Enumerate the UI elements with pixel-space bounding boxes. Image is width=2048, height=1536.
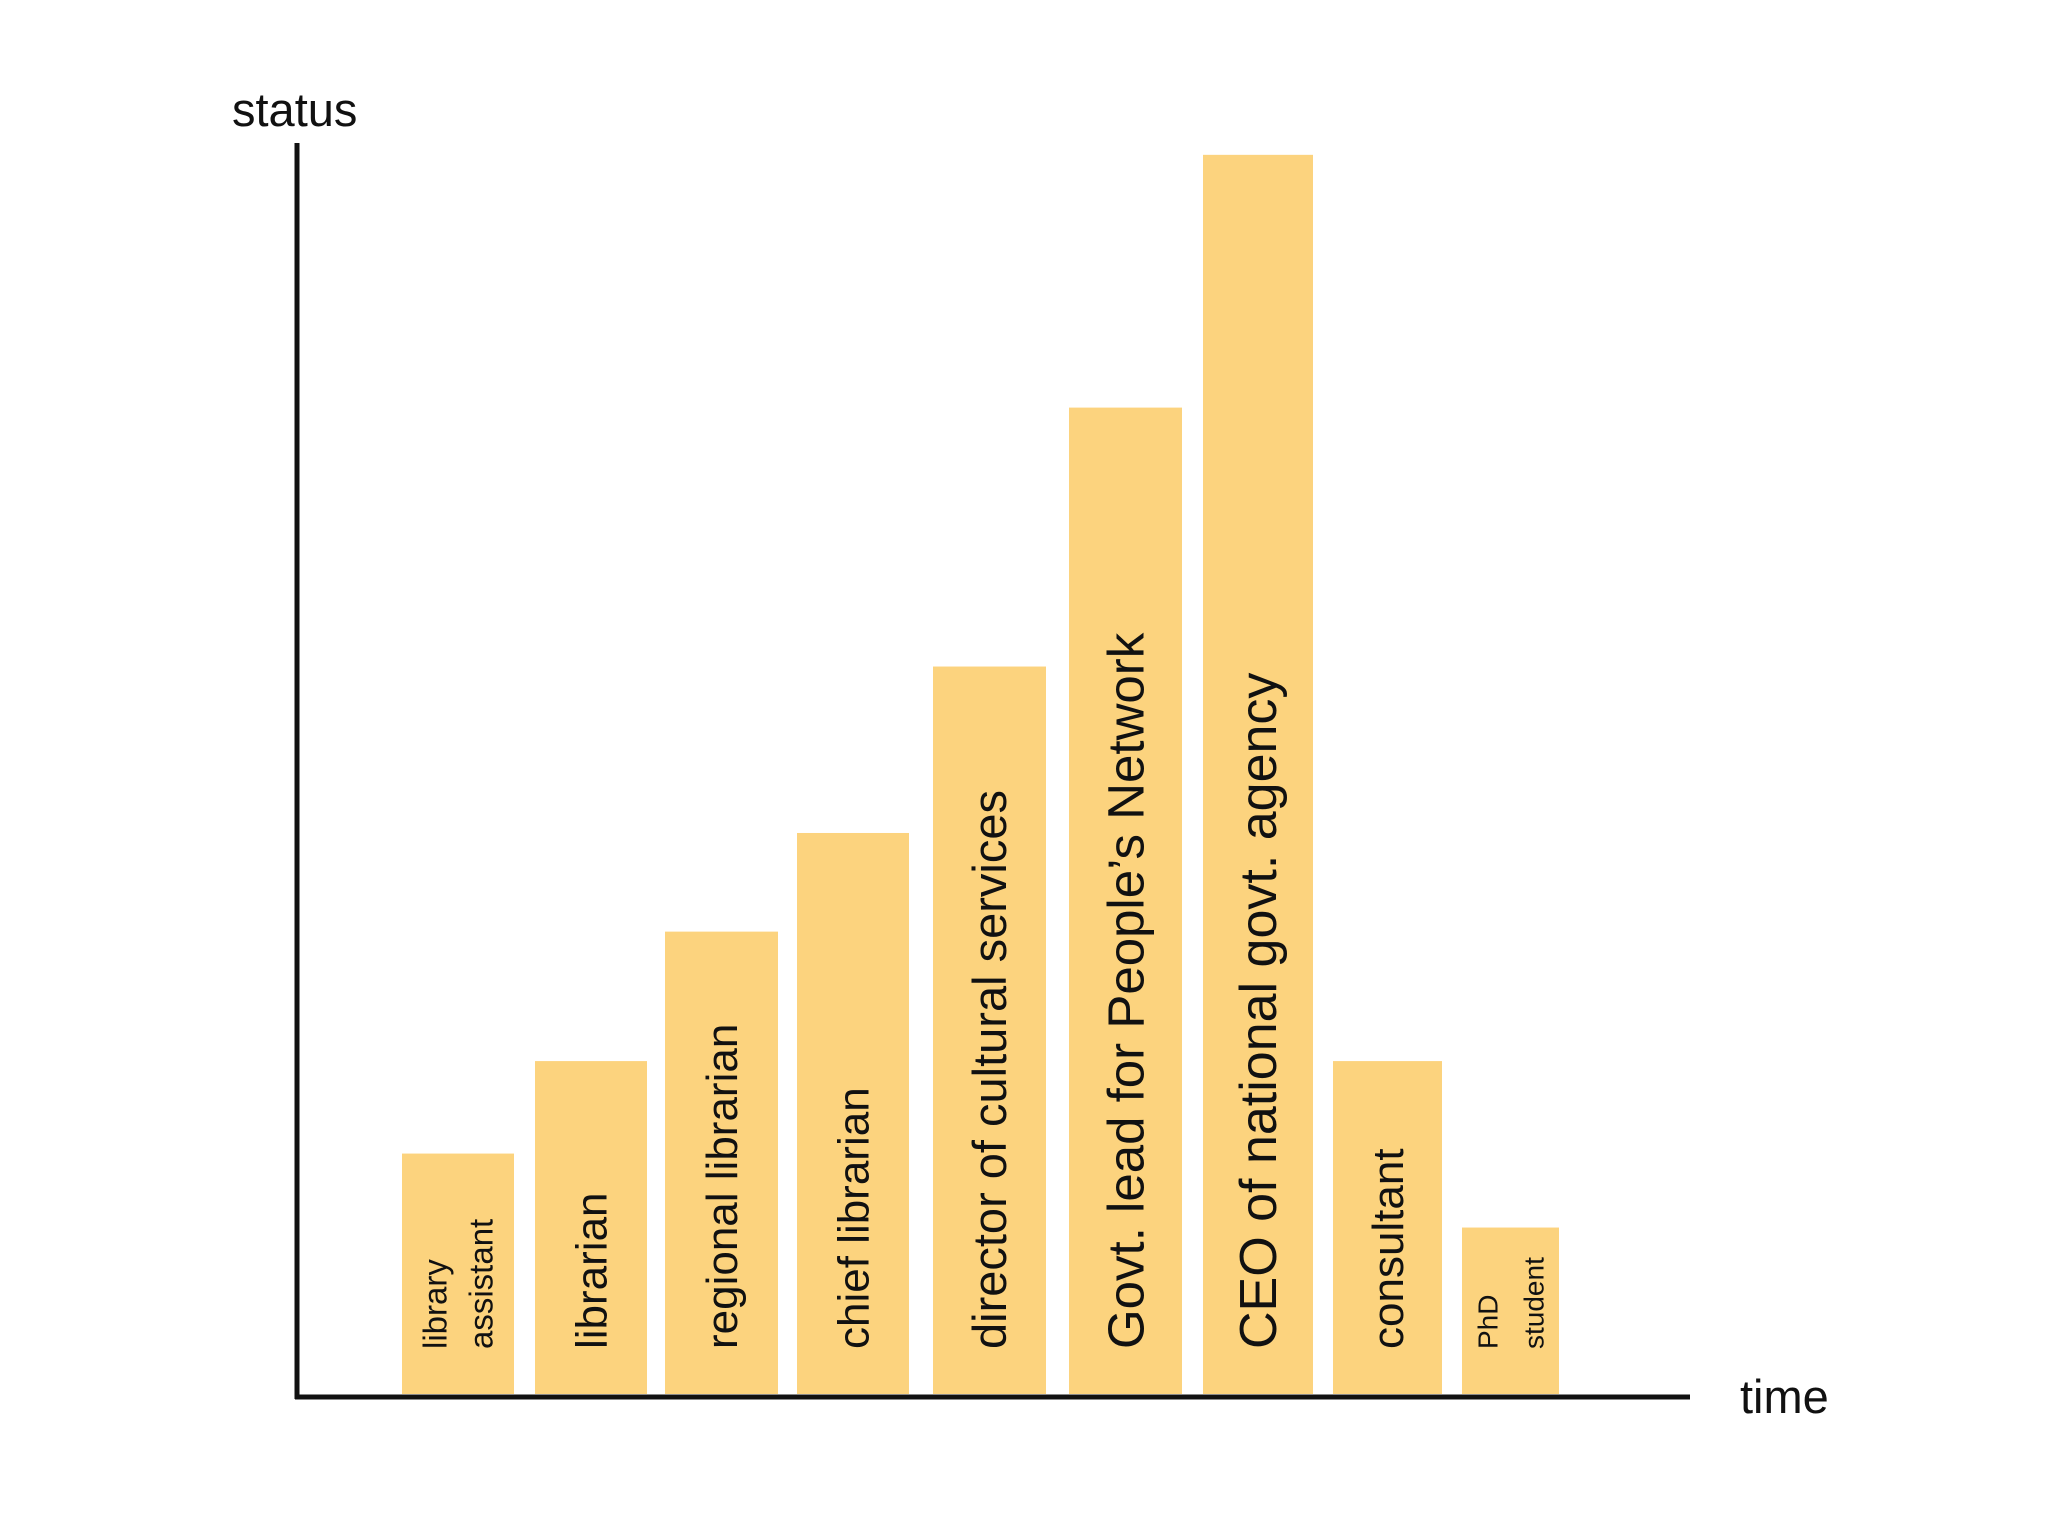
bar-label-8: consultant [1364,1148,1413,1349]
bar-label-line: director of cultural services [963,790,1016,1349]
bar-label-line: CEO of national govt. agency [1230,673,1288,1349]
bar-label-line: student [1518,1257,1549,1349]
bar-8 [1333,1061,1442,1394]
bar-3 [665,931,778,1394]
bar-label-line: consultant [1364,1148,1413,1349]
bar-label-7: CEO of national govt. agency [1230,673,1288,1349]
y-axis-label: status [232,83,357,136]
bar-label-6: Govt. lead for People’s Network [1097,632,1154,1349]
bar-label-2: librarian [567,1192,616,1349]
bar-2 [535,1061,647,1394]
bar-4 [797,832,909,1394]
bar-7 [1203,154,1313,1395]
bar-label-line: PhD [1472,1295,1503,1349]
bar-label-3: regional librarian [698,1024,747,1349]
bar-label-line: librarian [567,1192,616,1349]
bar-6 [1069,407,1182,1395]
bar-label-9: PhD student [1472,1257,1549,1349]
bar-label-4: chief librarian [829,1087,878,1349]
bar-label-line: Govt. lead for People’s Network [1097,632,1154,1349]
bar-label-line: assistant [463,1219,500,1349]
bar-label-line: chief librarian [829,1087,878,1349]
bar-label-5: director of cultural services [963,790,1016,1349]
bar-label-line: regional librarian [698,1024,747,1349]
bars: library assistant librarian regional librar… [402,154,1559,1395]
bar-label-line: library [417,1259,454,1349]
x-axis-label: time [1740,1370,1829,1423]
bar-9 [1462,1227,1559,1394]
bar-5 [933,666,1046,1394]
bar-label-1: library assistant [417,1219,500,1349]
bar-1 [402,1153,514,1394]
